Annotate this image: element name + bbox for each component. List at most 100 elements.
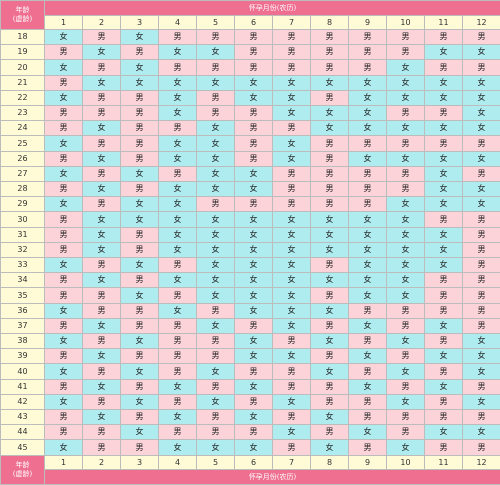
gender-cell: 男	[120, 150, 159, 167]
gender-cell: 男	[461, 409, 500, 426]
gender-cell: 男	[158, 363, 197, 380]
gender-cell: 男	[120, 241, 159, 259]
gender-cell: 女	[310, 302, 349, 319]
chart-body: 18 女男女男男男男男男男男男 19 男女男女女男男男男男女女 20 女男女男男男男男男女…	[0, 28, 500, 456]
gender-cell: 男	[234, 196, 273, 213]
gender-cell: 男	[461, 165, 500, 183]
gender-cell: 女	[120, 74, 159, 91]
gender-cell: 男	[310, 44, 349, 61]
header-month-5: 5	[196, 15, 235, 30]
table-row: 23 男男男女男男女女女男男女	[0, 105, 500, 122]
gender-cell: 男	[234, 28, 273, 46]
table-row: 31 男女男女女女女女女女女男	[0, 226, 500, 243]
gender-cell: 男	[196, 409, 235, 426]
gender-cell: 女	[386, 74, 425, 91]
gender-cell: 男	[272, 181, 311, 198]
gender-cell: 女	[386, 363, 425, 380]
gender-cell: 女	[44, 439, 83, 456]
gender-cell: 男	[196, 59, 235, 76]
gender-cell: 女	[461, 333, 500, 350]
month-footer-row: 年龄 (虚龄) 1 2 3 4 5 6 7 8 9 10 11 12	[0, 455, 500, 485]
gender-cell: 男	[461, 211, 500, 228]
gender-cell: 女	[196, 226, 235, 243]
gender-cell: 男	[461, 135, 500, 152]
age-label: 32	[0, 241, 45, 259]
gender-cell: 男	[196, 196, 235, 213]
gender-cell: 女	[310, 333, 349, 350]
gender-cell: 男	[120, 272, 159, 289]
gender-cell: 男	[461, 59, 500, 76]
gender-cell: 男	[120, 135, 159, 152]
table-row: 45 女男男女女女男女男女男男	[0, 439, 500, 456]
gender-cell: 男	[234, 105, 273, 122]
gender-cell: 男	[120, 181, 159, 198]
gender-cell: 男	[196, 333, 235, 350]
gender-cell: 男	[234, 393, 273, 411]
gender-cell: 女	[386, 241, 425, 259]
gender-cell: 女	[348, 348, 387, 365]
gender-cell: 女	[272, 150, 311, 167]
gender-cell: 女	[82, 272, 121, 289]
gender-cell: 女	[158, 44, 197, 61]
gender-cell: 女	[234, 211, 273, 228]
age-label: 37	[0, 317, 45, 335]
gender-cell: 男	[82, 424, 121, 441]
gender-cell: 男	[310, 378, 349, 395]
gender-cell: 女	[196, 150, 235, 167]
gender-cell: 男	[234, 363, 273, 380]
gender-cell: 男	[82, 302, 121, 319]
gender-cell: 女	[82, 211, 121, 228]
gender-cell: 男	[348, 165, 387, 183]
gender-cell: 女	[234, 302, 273, 319]
gender-cell: 女	[348, 257, 387, 274]
gender-cell: 男	[196, 28, 235, 46]
gender-cell: 男	[386, 409, 425, 426]
gender-cell: 男	[44, 409, 83, 426]
age-label: 24	[0, 120, 45, 137]
gender-cell: 女	[272, 393, 311, 411]
gender-cell: 男	[234, 44, 273, 61]
gender-cell: 女	[348, 317, 387, 335]
gender-cell: 女	[386, 120, 425, 137]
gender-cell: 女	[196, 272, 235, 289]
gender-cell: 女	[158, 89, 197, 107]
header-month-1: 1	[44, 15, 83, 30]
gender-cell: 女	[461, 74, 500, 91]
gender-cell: 女	[158, 272, 197, 289]
gender-cell: 男	[461, 272, 500, 289]
gender-cell: 女	[158, 150, 197, 167]
gender-cell: 女	[386, 287, 425, 304]
gender-cell: 女	[386, 257, 425, 274]
gender-cell: 女	[196, 287, 235, 304]
gender-cell: 女	[120, 28, 159, 46]
table-row: 34 男女男女女女女女女女男男	[0, 272, 500, 289]
gender-cell: 女	[196, 241, 235, 259]
gender-cell: 男	[461, 28, 500, 46]
gender-cell: 女	[44, 302, 83, 319]
gender-cell: 男	[44, 272, 83, 289]
gender-cell: 男	[158, 287, 197, 304]
age-label: 43	[0, 409, 45, 426]
header-month-11: 11	[424, 15, 463, 30]
gender-cell: 女	[272, 287, 311, 304]
gender-cell: 女	[196, 44, 235, 61]
table-row: 26 男女男女女男女男女女女女	[0, 150, 500, 167]
table-row: 22 女男男女男女女男女女女女	[0, 89, 500, 107]
gender-cell: 女	[386, 333, 425, 350]
table-row: 18 女男女男男男男男男男男男	[0, 28, 500, 46]
gender-cell: 女	[196, 439, 235, 456]
gender-cell: 女	[196, 211, 235, 228]
gender-cell: 女	[386, 439, 425, 456]
gender-cell: 女	[234, 378, 273, 395]
age-label: 34	[0, 272, 45, 289]
gender-cell: 女	[120, 363, 159, 380]
gender-cell: 男	[158, 59, 197, 76]
gender-cell: 女	[120, 287, 159, 304]
gender-cell: 男	[44, 120, 83, 137]
gender-cell: 男	[158, 348, 197, 365]
gender-cell: 男	[272, 196, 311, 213]
gender-cell: 女	[424, 181, 463, 198]
gender-cell: 女	[44, 89, 83, 107]
gender-cell: 男	[424, 287, 463, 304]
gender-cell: 男	[310, 89, 349, 107]
